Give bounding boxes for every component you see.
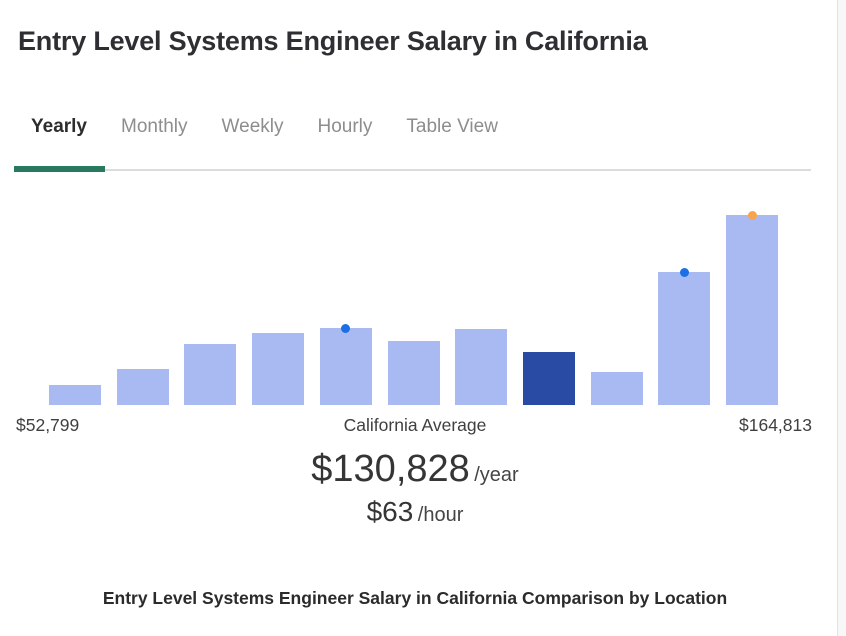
california-average-label: California Average xyxy=(343,415,487,435)
active-tab-indicator xyxy=(14,166,105,172)
tab-weekly[interactable]: Weekly xyxy=(221,116,284,137)
page-title: Entry Level Systems Engineer Salary in C… xyxy=(18,26,648,56)
salary-bar[interactable] xyxy=(49,385,101,405)
hourly-salary-unit: /hour xyxy=(417,504,464,526)
tab-yearly[interactable]: Yearly xyxy=(31,116,87,137)
salary-histogram xyxy=(0,210,846,405)
blue-percentile-dot xyxy=(679,267,689,277)
min-salary-label: $52,799 xyxy=(16,415,80,435)
average-yearly-salary: $130,828 /year xyxy=(0,448,830,491)
salary-bar[interactable] xyxy=(319,328,372,405)
salary-bar[interactable] xyxy=(116,369,169,405)
chart-axis-labels: $52,799 California Average $164,813 xyxy=(0,415,830,439)
yearly-salary-unit: /year xyxy=(474,464,519,486)
tab-hourly[interactable]: Hourly xyxy=(317,116,373,137)
scrollbar-track[interactable] xyxy=(837,0,846,636)
highlighted-salary-bar[interactable] xyxy=(522,352,575,405)
salary-bar[interactable] xyxy=(252,333,305,405)
salary-bar[interactable] xyxy=(387,341,440,405)
salary-bar[interactable] xyxy=(726,215,778,405)
salary-bar[interactable] xyxy=(590,372,643,405)
max-salary-label: $164,813 xyxy=(739,415,812,435)
tab-table-view[interactable]: Table View xyxy=(406,116,498,137)
hourly-salary-value: $63 xyxy=(366,496,414,527)
yearly-salary-value: $130,828 xyxy=(311,448,470,490)
orange-percentile-dot xyxy=(747,210,757,220)
comparison-heading: Entry Level Systems Engineer Salary in C… xyxy=(102,588,728,608)
tab-divider xyxy=(14,169,811,171)
salary-bar[interactable] xyxy=(184,344,237,405)
salary-bar[interactable] xyxy=(658,272,711,405)
blue-percentile-dot xyxy=(341,323,351,333)
salary-bar[interactable] xyxy=(455,329,508,405)
tab-monthly[interactable]: Monthly xyxy=(121,116,188,137)
tab-bar: Yearly Monthly Weekly Hourly Table View xyxy=(14,112,515,142)
average-hourly-salary: $63 /hour xyxy=(0,496,830,528)
